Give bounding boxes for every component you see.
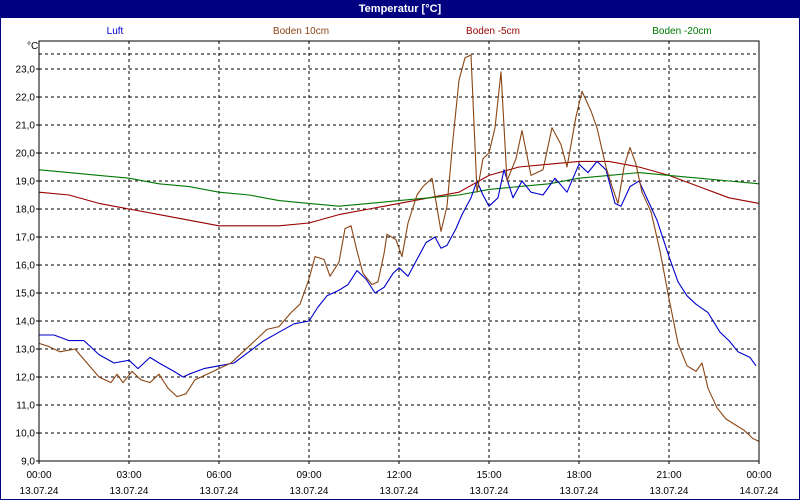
x-tick-date: 13.07.24 bbox=[290, 486, 329, 497]
y-tick-label: 11,0 bbox=[16, 401, 35, 412]
x-tick-time: 09:00 bbox=[296, 470, 321, 481]
x-tick-time: 06:00 bbox=[206, 470, 231, 481]
series-line-boden-minus-5cm bbox=[38, 160, 760, 227]
legend-boden-10cm: Boden 10cm bbox=[273, 26, 329, 37]
x-tick-time: 21:00 bbox=[656, 470, 681, 481]
y-tick-label: 22,0 bbox=[16, 93, 36, 104]
x-tick-date: 13.07.24 bbox=[200, 486, 239, 497]
x-tick-date: 13.07.24 bbox=[650, 486, 689, 497]
y-tick-label: 23,0 bbox=[16, 65, 36, 76]
y-axis: 9,0 10,0 11,0 12,0 13,0 14,0 15,0 16,0 17,0 18,0 1… bbox=[16, 65, 39, 468]
legend-boden-minus-5cm: Boden -5cm bbox=[466, 26, 520, 37]
series-layer bbox=[38, 54, 760, 442]
x-tick-date: 13.07.24 bbox=[560, 486, 599, 497]
y-tick-label: 13,0 bbox=[16, 345, 36, 356]
y-tick-label: 14,0 bbox=[16, 317, 36, 328]
y-tick-label: 19,0 bbox=[16, 177, 36, 188]
y-tick-label: 16,0 bbox=[16, 261, 36, 272]
y-tick-label: 20,0 bbox=[16, 149, 36, 160]
y-tick-label: 17,0 bbox=[16, 233, 36, 244]
x-tick-time: 18:00 bbox=[566, 470, 591, 481]
y-tick-label: 15,0 bbox=[16, 289, 36, 300]
window-title: Temperatur [°C] bbox=[1, 1, 799, 18]
x-tick-date: 13.07.24 bbox=[380, 486, 419, 497]
x-tick-time: 00:00 bbox=[746, 470, 771, 481]
y-tick-label: 12,0 bbox=[16, 373, 36, 384]
y-tick-label: 21,0 bbox=[16, 121, 36, 132]
x-tick-date: 13.07.24 bbox=[110, 486, 149, 497]
x-axis: 00:00 13.07.24 03:00 13.07.24 06:00 13.07.24 0… bbox=[20, 461, 779, 497]
x-tick-time: 15:00 bbox=[476, 470, 501, 481]
series-line-boden-10cm bbox=[38, 54, 760, 442]
y-axis-unit: °C bbox=[27, 41, 38, 52]
y-tick-label: 9,0 bbox=[21, 457, 35, 468]
x-tick-time: 12:00 bbox=[386, 470, 411, 481]
x-tick-time: 03:00 bbox=[116, 470, 141, 481]
y-tick-label: 18,0 bbox=[16, 205, 36, 216]
series-line-boden-minus-20cm bbox=[38, 169, 760, 207]
x-tick-date: 13.07.24 bbox=[20, 486, 59, 497]
series-line-luft bbox=[39, 160, 757, 378]
x-tick-date: 13.07.24 bbox=[470, 486, 509, 497]
y-tick-label: 10,0 bbox=[16, 429, 36, 440]
grid bbox=[39, 41, 759, 461]
x-tick-time: 00:00 bbox=[26, 470, 51, 481]
legend-luft: Luft bbox=[107, 26, 124, 37]
legend-boden-minus-20cm: Boden -20cm bbox=[652, 26, 711, 37]
x-tick-date: 14.07.24 bbox=[740, 486, 779, 497]
